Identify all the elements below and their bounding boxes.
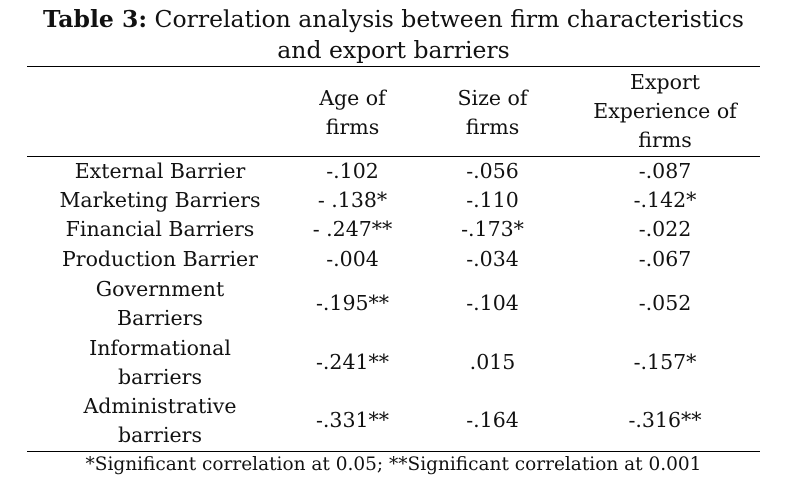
row-label-government-barriers: Government Barriers — [40, 275, 280, 333]
header-size-line1: Size of — [457, 86, 528, 110]
cell-size: -.173* — [461, 217, 524, 241]
header-export-line3: firms — [638, 128, 692, 152]
row-label-administrative-barriers: Administrative barriers — [40, 392, 280, 450]
cell-export: -.087 — [638, 159, 692, 183]
table-number-label: Table 3: — [43, 5, 148, 33]
row-label-production-barrier: Production Barrier — [62, 247, 258, 271]
cell-export: -.052 — [638, 291, 692, 315]
row-label-line2: barriers — [118, 365, 202, 389]
top-rule — [27, 66, 760, 67]
row-label-informational-barriers: Informational barriers — [40, 334, 280, 392]
header-age-line1: Age of — [319, 86, 386, 110]
row-label-marketing-barriers: Marketing Barriers — [59, 188, 261, 212]
row-label-external-barrier: External Barrier — [74, 159, 246, 183]
cell-size: -.034 — [466, 247, 519, 271]
row-label-financial-barriers: Financial Barriers — [65, 217, 255, 241]
header-age-of-firms: Age of firms — [280, 84, 425, 142]
header-export-line1: Export — [629, 70, 701, 94]
header-export-experience: Export Experience of firms — [560, 68, 770, 155]
cell-age: - .247** — [312, 217, 393, 241]
cell-age: -.241** — [315, 350, 390, 374]
cell-export: -.157* — [633, 350, 697, 374]
table-title-text-1: Correlation analysis between firm charac… — [147, 5, 744, 33]
cell-export: -.067 — [638, 247, 692, 271]
header-size-of-firms: Size of firms — [425, 84, 560, 142]
table-footnote: *Significant correlation at 0.05; **Sign… — [85, 454, 702, 475]
cell-age: -.102 — [326, 159, 379, 183]
cell-size: -.164 — [466, 408, 519, 432]
header-size-line2: firms — [465, 115, 520, 139]
cell-export: -.316** — [628, 408, 702, 432]
cell-size: -.056 — [466, 159, 519, 183]
header-rule — [27, 156, 760, 157]
row-label-line1: Government — [95, 277, 225, 301]
cell-size: -.110 — [466, 188, 519, 212]
row-label-line1: Informational — [89, 336, 231, 360]
cell-age: -.004 — [326, 247, 379, 271]
cell-export: -.142* — [633, 188, 697, 212]
table-title-line2: and export barriers — [277, 36, 510, 64]
table-title-line1: Table 3: Correlation analysis between fi… — [0, 4, 787, 35]
row-label-line2: Barriers — [117, 306, 203, 330]
table-title: Table 3: Correlation analysis between fi… — [0, 4, 787, 66]
cell-export: -.022 — [638, 217, 692, 241]
bottom-rule — [27, 451, 760, 452]
cell-size: -.104 — [466, 291, 519, 315]
cell-age: -.195** — [315, 291, 390, 315]
cell-age: - .138* — [317, 188, 388, 212]
row-label-line1: Administrative — [83, 394, 237, 418]
cell-age: -.331** — [315, 408, 390, 432]
row-label-line2: barriers — [118, 423, 202, 447]
cell-size: .015 — [469, 350, 516, 374]
header-export-line2: Experience of — [593, 99, 737, 123]
header-age-line2: firms — [325, 115, 380, 139]
